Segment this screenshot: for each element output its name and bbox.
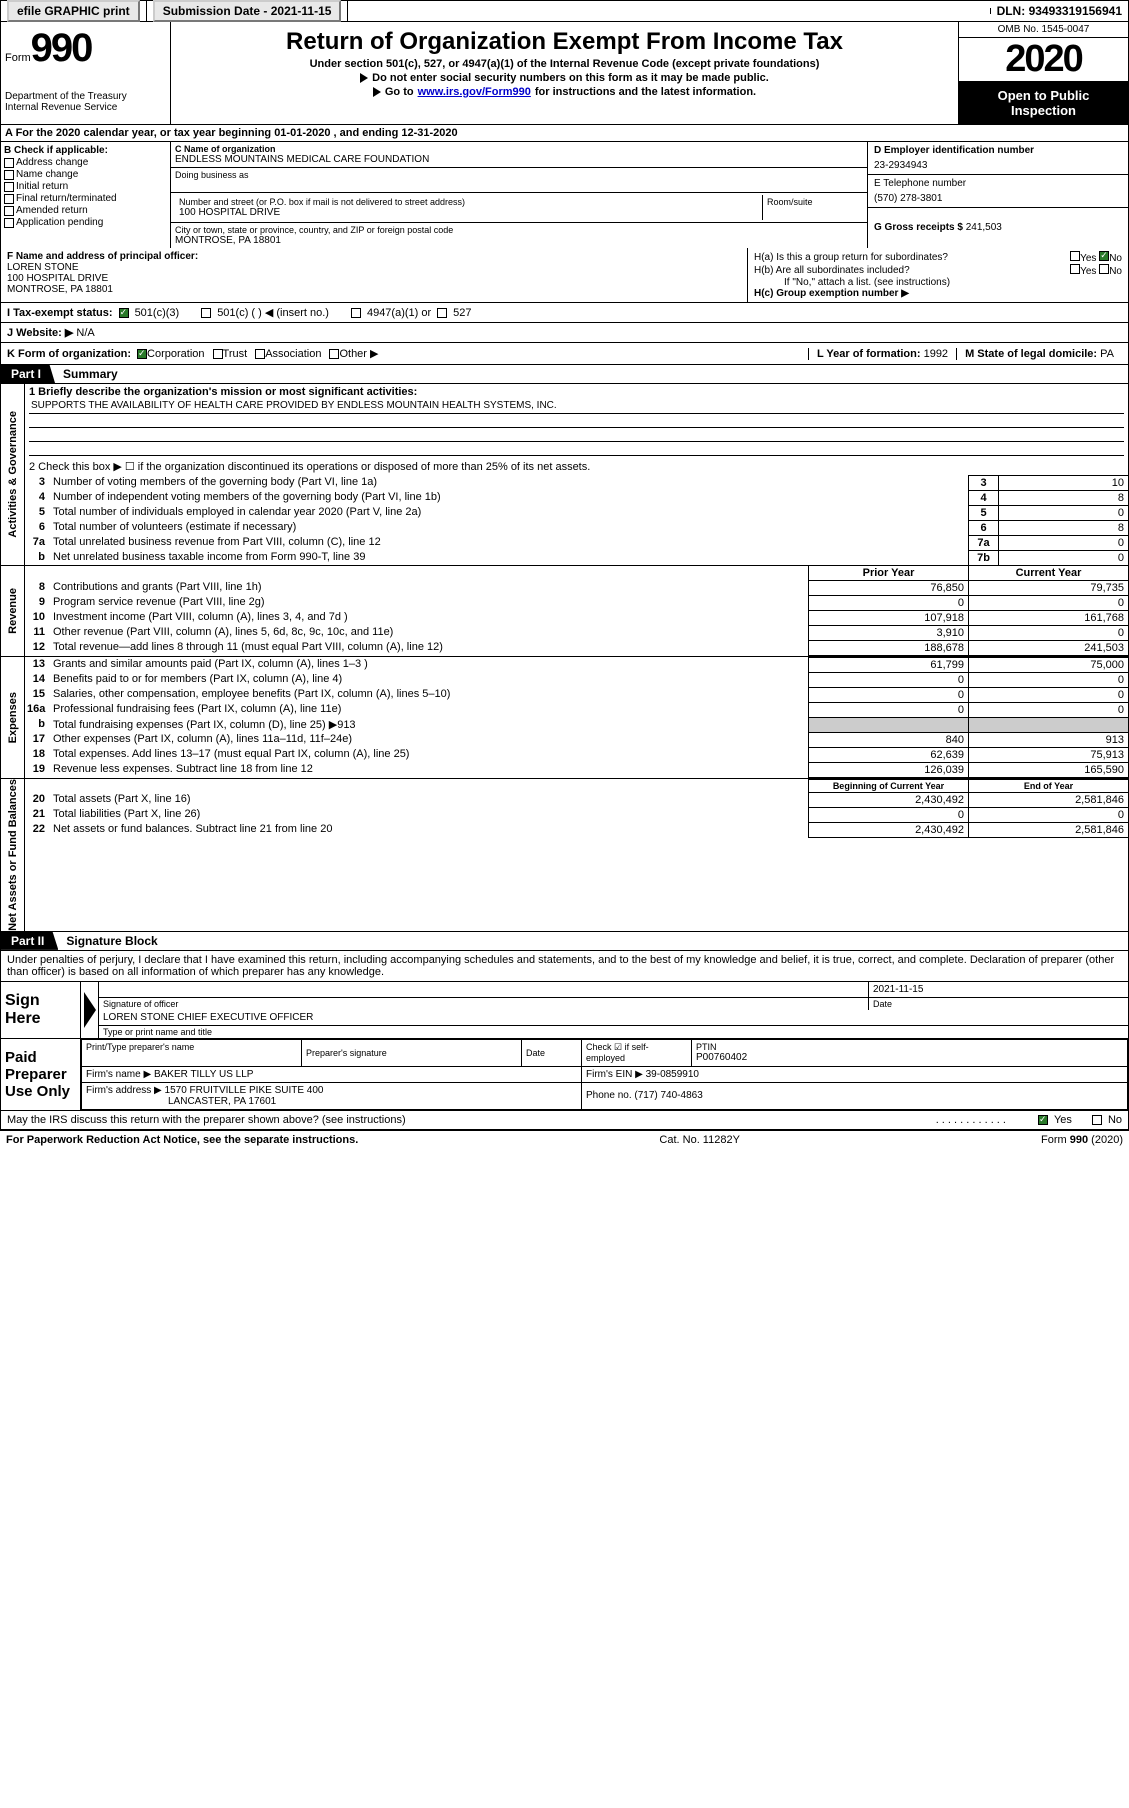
mission-text: SUPPORTS THE AVAILABILITY OF HEALTH CARE… bbox=[29, 400, 1124, 414]
checkbox-checked-icon[interactable] bbox=[119, 308, 129, 318]
summary-line: bNet unrelated business taxable income f… bbox=[25, 550, 1128, 565]
dept-treasury: Department of the Treasury bbox=[5, 91, 166, 102]
arrow-icon bbox=[373, 87, 381, 97]
firm-phone: (717) 740-4863 bbox=[634, 1090, 702, 1101]
inspection-badge: Open to PublicInspection bbox=[959, 82, 1128, 124]
part-ii-header: Part II Signature Block bbox=[0, 932, 1129, 951]
summary-line: 7aTotal unrelated business revenue from … bbox=[25, 535, 1128, 550]
checkbox-icon[interactable] bbox=[4, 170, 14, 180]
irs-label: Internal Revenue Service bbox=[5, 102, 166, 113]
section-activities-governance: Activities & Governance 1 Briefly descri… bbox=[0, 384, 1129, 566]
col-d-ein-tel: D Employer identification number 23-2934… bbox=[868, 142, 1128, 248]
sign-here-block: Sign Here Signature of officer 2021-11-1… bbox=[0, 982, 1129, 1039]
col-c-org-info: C Name of organization ENDLESS MOUNTAINS… bbox=[171, 142, 868, 248]
paid-preparer-block: Paid Preparer Use Only Print/Type prepar… bbox=[0, 1039, 1129, 1111]
revenue-line: 8Contributions and grants (Part VIII, li… bbox=[25, 580, 1128, 595]
ein-value: 23-2934943 bbox=[874, 160, 1122, 171]
perjury-statement: Under penalties of perjury, I declare th… bbox=[0, 951, 1129, 982]
topbar: efile GRAPHIC print Submission Date - 20… bbox=[0, 0, 1129, 22]
tax-year: 2020 bbox=[959, 38, 1128, 82]
checkbox-icon[interactable] bbox=[4, 158, 14, 168]
org-name: ENDLESS MOUNTAINS MEDICAL CARE FOUNDATIO… bbox=[175, 154, 863, 165]
checkbox-checked-icon[interactable] bbox=[1038, 1115, 1048, 1125]
part-i-header: Part I Summary bbox=[0, 365, 1129, 384]
expense-line: 18Total expenses. Add lines 13–17 (must … bbox=[25, 747, 1128, 762]
row-i-tax-status: I Tax-exempt status: 501(c)(3) 501(c) ( … bbox=[0, 303, 1129, 323]
row-f-h: F Name and address of principal officer:… bbox=[0, 248, 1129, 303]
firm-ein: 39-0859910 bbox=[646, 1069, 699, 1080]
expense-line: 16aProfessional fundraising fees (Part I… bbox=[25, 702, 1128, 717]
street-address: 100 HOSPITAL DRIVE bbox=[179, 207, 758, 218]
submission-button[interactable]: Submission Date - 2021-11-15 bbox=[153, 0, 342, 22]
form-subtitle: Under section 501(c), 527, or 4947(a)(1)… bbox=[175, 58, 954, 70]
checkbox-checked-icon[interactable] bbox=[1099, 251, 1109, 261]
section-revenue: Revenue Prior Year Current Year 8Contrib… bbox=[0, 566, 1129, 657]
checkbox-icon[interactable] bbox=[351, 308, 361, 318]
summary-line: 5Total number of individuals employed in… bbox=[25, 505, 1128, 520]
sign-date: 2021-11-15 bbox=[869, 982, 1128, 998]
summary-line: 3Number of voting members of the governi… bbox=[25, 475, 1128, 490]
revenue-line: 10Investment income (Part VIII, column (… bbox=[25, 610, 1128, 625]
irs-link[interactable]: www.irs.gov/Form990 bbox=[418, 86, 531, 98]
checkbox-icon[interactable] bbox=[4, 206, 14, 216]
summary-line: 6Total number of volunteers (estimate if… bbox=[25, 520, 1128, 535]
checkbox-icon[interactable] bbox=[213, 349, 223, 359]
checkbox-icon[interactable] bbox=[255, 349, 265, 359]
checkbox-checked-icon[interactable] bbox=[137, 349, 147, 359]
expense-line: 13Grants and similar amounts paid (Part … bbox=[25, 657, 1128, 672]
checkbox-icon[interactable] bbox=[4, 182, 14, 192]
summary-line: 4Number of independent voting members of… bbox=[25, 490, 1128, 505]
net-assets-line: 21Total liabilities (Part X, line 26)00 bbox=[25, 807, 1128, 822]
city-state-zip: MONTROSE, PA 18801 bbox=[175, 235, 863, 246]
expense-line: 14Benefits paid to or for members (Part … bbox=[25, 672, 1128, 687]
expense-line: 17Other expenses (Part IX, column (A), l… bbox=[25, 732, 1128, 747]
checkbox-icon[interactable] bbox=[1092, 1115, 1102, 1125]
form-title: Return of Organization Exempt From Incom… bbox=[175, 28, 954, 56]
section-net-assets: Net Assets or Fund Balances Beginning of… bbox=[0, 779, 1129, 932]
revenue-line: 11Other revenue (Part VIII, column (A), … bbox=[25, 625, 1128, 640]
revenue-line: 9Program service revenue (Part VIII, lin… bbox=[25, 595, 1128, 610]
checkbox-icon[interactable] bbox=[4, 194, 14, 204]
telephone: (570) 278-3801 bbox=[874, 193, 1122, 204]
form-number: Form 990 bbox=[5, 26, 166, 71]
page-footer: For Paperwork Reduction Act Notice, see … bbox=[0, 1130, 1129, 1149]
row-a-tax-year: A For the 2020 calendar year, or tax yea… bbox=[0, 125, 1129, 142]
expense-line: 15Salaries, other compensation, employee… bbox=[25, 687, 1128, 702]
net-assets-line: 20Total assets (Part X, line 16)2,430,49… bbox=[25, 792, 1128, 807]
firm-name: BAKER TILLY US LLP bbox=[154, 1069, 254, 1080]
ptin: P00760402 bbox=[696, 1052, 1123, 1063]
form-header: Form 990 Department of the Treasury Inte… bbox=[0, 22, 1129, 125]
row-j-website: J Website: ▶ N/A bbox=[0, 323, 1129, 343]
officer-name: LOREN STONE bbox=[7, 262, 741, 273]
discuss-row: May the IRS discuss this return with the… bbox=[0, 1111, 1129, 1130]
arrow-icon bbox=[84, 992, 96, 1028]
gross-receipts: 241,503 bbox=[966, 222, 1002, 233]
revenue-line: 12Total revenue—add lines 8 through 11 (… bbox=[25, 640, 1128, 656]
section-expenses: Expenses 13Grants and similar amounts pa… bbox=[0, 657, 1129, 779]
expense-line: 19Revenue less expenses. Subtract line 1… bbox=[25, 762, 1128, 778]
col-b-checkboxes: B Check if applicable: Address change Na… bbox=[1, 142, 171, 248]
row-k-form-org: K Form of organization: Corporation Trus… bbox=[0, 343, 1129, 365]
checkbox-icon[interactable] bbox=[1099, 264, 1109, 274]
checkbox-icon[interactable] bbox=[437, 308, 447, 318]
checkbox-icon[interactable] bbox=[1070, 251, 1080, 261]
checkbox-icon[interactable] bbox=[329, 349, 339, 359]
checkbox-icon[interactable] bbox=[4, 218, 14, 228]
entity-info-grid: B Check if applicable: Address change Na… bbox=[0, 142, 1129, 248]
checkbox-icon[interactable] bbox=[201, 308, 211, 318]
arrow-icon bbox=[360, 73, 368, 83]
checkbox-icon[interactable] bbox=[1070, 264, 1080, 274]
officer-name-title: LOREN STONE CHIEF EXECUTIVE OFFICER bbox=[99, 1010, 1128, 1026]
omb-number: OMB No. 1545-0047 bbox=[959, 22, 1128, 38]
expense-line: bTotal fundraising expenses (Part IX, co… bbox=[25, 717, 1128, 732]
efile-button[interactable]: efile GRAPHIC print bbox=[7, 0, 140, 22]
net-assets-line: 22Net assets or fund balances. Subtract … bbox=[25, 822, 1128, 838]
